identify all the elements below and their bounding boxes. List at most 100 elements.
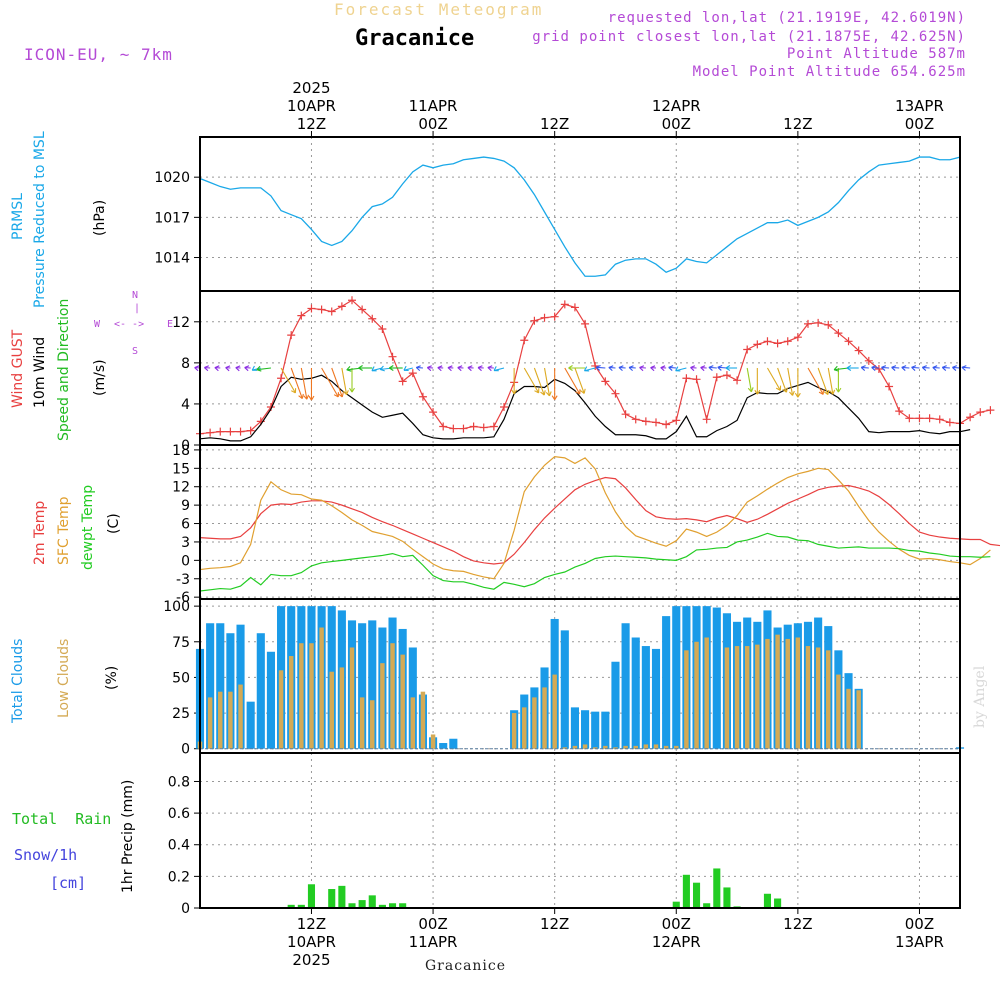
gust-marker bbox=[773, 339, 782, 348]
gust-marker bbox=[945, 418, 954, 427]
y-tick-label: 0.2 bbox=[168, 869, 190, 885]
bar-low-clouds bbox=[542, 687, 547, 749]
bar-rain bbox=[328, 889, 336, 908]
bar-rain bbox=[692, 882, 701, 908]
gust-marker bbox=[692, 375, 701, 384]
bottom-time-label: 00Z bbox=[905, 915, 934, 933]
gust-marker bbox=[864, 356, 873, 365]
wind-dir-arrowhead bbox=[747, 387, 754, 393]
p5-label-cm: [cm] bbox=[50, 874, 87, 892]
bar-low-clouds bbox=[623, 745, 628, 749]
gust-marker bbox=[976, 408, 985, 417]
wind-dir-arrow bbox=[827, 367, 834, 395]
wind-dir-arrowhead bbox=[426, 365, 432, 372]
gust-marker bbox=[824, 320, 833, 329]
y-tick-label: 9 bbox=[181, 498, 190, 514]
gust-marker bbox=[287, 331, 296, 340]
gust-marker bbox=[672, 416, 681, 425]
top-time-label: 12Z bbox=[297, 115, 326, 133]
wind-dir-arrow bbox=[942, 366, 950, 369]
bar-low-clouds bbox=[522, 707, 527, 749]
y-tick-label: 12 bbox=[172, 315, 190, 331]
bar-total-clouds bbox=[226, 633, 235, 749]
panel-border bbox=[199, 136, 961, 292]
wind-dir-arrow bbox=[256, 367, 271, 371]
wind-dir-arrowhead bbox=[235, 365, 241, 372]
gust-marker bbox=[236, 427, 245, 436]
wind-dir-arrowhead bbox=[782, 387, 788, 393]
bar-low-clouds bbox=[704, 637, 709, 749]
bar-low-clouds bbox=[846, 688, 851, 749]
gust-marker bbox=[378, 324, 387, 333]
wind-dir-arrowhead bbox=[690, 365, 696, 372]
wind-dir-arrow bbox=[787, 367, 794, 396]
bar-low-clouds bbox=[572, 745, 578, 749]
wind-dir-arrowhead bbox=[754, 389, 761, 395]
wind-dir-arrowhead bbox=[511, 389, 518, 395]
wind-dir-arrow bbox=[321, 367, 339, 398]
wind-dir-arrow bbox=[533, 367, 545, 396]
bar-rain bbox=[774, 898, 782, 908]
bar-rain bbox=[713, 868, 721, 908]
wind-dir-arrow bbox=[952, 366, 961, 369]
gust-marker bbox=[560, 300, 569, 309]
gust-marker bbox=[327, 307, 336, 316]
gust-marker bbox=[631, 415, 640, 424]
y-tick-label: 75 bbox=[172, 635, 190, 651]
bar-low-clouds bbox=[532, 697, 537, 749]
y-tick-label: 100 bbox=[163, 599, 190, 615]
gust-marker bbox=[874, 365, 883, 374]
wind-dir-arrowhead bbox=[628, 365, 634, 372]
series-line-dewpt bbox=[199, 532, 991, 592]
wind-dir-arrow bbox=[777, 367, 787, 393]
wind-dir-arrow bbox=[564, 367, 581, 395]
p5-label-rain: Total Rain bbox=[12, 810, 112, 828]
bar-low-clouds bbox=[795, 637, 801, 749]
bar-low-clouds bbox=[653, 744, 659, 749]
bar-rain bbox=[368, 895, 376, 908]
compass-s: S bbox=[132, 346, 139, 357]
wind-dir-arrowhead bbox=[700, 365, 706, 372]
bar-low-clouds bbox=[765, 638, 770, 749]
wind-dir-arrowhead bbox=[447, 365, 453, 372]
bar-low-clouds bbox=[278, 670, 284, 749]
bar-low-clouds bbox=[319, 627, 324, 749]
gust-marker bbox=[621, 410, 630, 419]
y-tick-label: 1014 bbox=[154, 251, 190, 267]
wind-dir-arrowhead bbox=[901, 365, 907, 371]
wind-dir-arrow bbox=[280, 367, 296, 394]
gust-marker bbox=[905, 414, 914, 423]
wind-dir-arrowhead bbox=[911, 365, 917, 371]
wind-dir-arrowhead bbox=[580, 388, 586, 394]
wind-dir-arrowhead bbox=[595, 365, 601, 371]
bar-low-clouds bbox=[238, 684, 243, 749]
top-time-label: 12Z bbox=[783, 115, 812, 133]
bar-rain bbox=[338, 885, 346, 908]
wind-dir-arrowhead bbox=[371, 366, 377, 372]
top-time-label: 13APR bbox=[895, 97, 944, 115]
wind-dir-arrowhead bbox=[298, 393, 304, 399]
bar-low-clouds bbox=[288, 656, 294, 749]
wind-dir-arrowhead bbox=[575, 389, 581, 395]
wind-dir-arrowhead bbox=[338, 392, 344, 398]
top-time-label: 11APR bbox=[409, 97, 458, 115]
bottom-time-label: 12Z bbox=[297, 915, 326, 933]
gust-marker bbox=[459, 424, 468, 433]
y-tick-label: 15 bbox=[172, 461, 190, 477]
wind-dir-arrowhead bbox=[881, 365, 887, 371]
gust-marker bbox=[317, 305, 326, 314]
y-tick-label: 0.8 bbox=[168, 774, 190, 790]
top-time-label: 00Z bbox=[662, 115, 691, 133]
wind-dir-arrowhead bbox=[204, 365, 209, 372]
wind-dir-arrowhead bbox=[415, 365, 421, 372]
bar-low-clouds bbox=[309, 643, 314, 749]
model-altitude: Model Point Altitude 654.625m bbox=[692, 64, 966, 80]
wind-dir-arrowhead bbox=[829, 389, 836, 395]
bar-total-clouds bbox=[591, 711, 600, 749]
wind-dir-arrowhead bbox=[717, 365, 723, 371]
bar-low-clouds bbox=[349, 647, 355, 749]
top-time-label: 10APR bbox=[287, 97, 336, 115]
series-line-sfc-temp bbox=[199, 456, 991, 580]
wind-dir-arrowhead bbox=[225, 365, 231, 372]
wind-dir-arrowhead bbox=[835, 387, 842, 393]
